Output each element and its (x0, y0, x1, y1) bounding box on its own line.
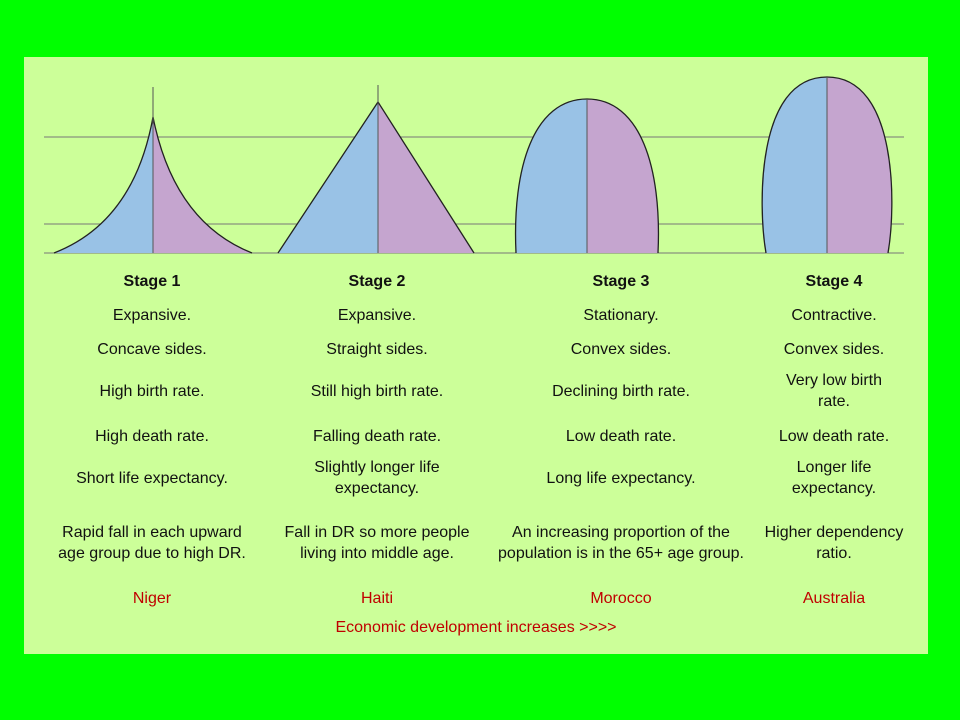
stage-1-type: Expansive. (112, 306, 192, 324)
stage-2-title: Stage 2 (348, 272, 406, 290)
stage-4-column: Stage 4 Contractive. Convex sides. Very … (754, 57, 914, 617)
stage-4-description: Higher dependency ratio. (764, 524, 904, 562)
stage-2-birth-rate: Still high birth rate. (310, 382, 444, 400)
stage-2-pyramid-shape (277, 85, 475, 254)
stage-3-sides: Convex sides. (570, 340, 672, 358)
stage-1-pyramid-shape (53, 87, 253, 254)
stage-2-death-rate: Falling death rate. (312, 427, 442, 445)
stage-4-title: Stage 4 (805, 272, 863, 290)
economic-development-note: Economic development increases >>>> (335, 619, 617, 636)
stage-3-pyramid-shape (514, 98, 660, 254)
stage-4-pyramid-shape (761, 76, 893, 254)
stage-4-male-half (762, 77, 827, 253)
stage-4-birth-rate: Very low birth rate. (785, 372, 883, 410)
population-pyramid-panel: Stage 1 Expansive. Concave sides. High b… (24, 57, 928, 654)
stage-1-death-rate: High death rate. (95, 427, 209, 445)
stage-1-sides: Concave sides. (97, 340, 207, 358)
stage-1-title: Stage 1 (123, 272, 181, 290)
stage-2-description: Fall in DR so more people living into mi… (284, 524, 470, 562)
stage-2-country: Haiti (360, 589, 393, 607)
stage-3-country: Morocco (590, 589, 652, 607)
stage-2-sides: Straight sides. (326, 340, 428, 358)
stage-3-death-rate: Low death rate. (565, 427, 677, 445)
stage-4-life-expectancy: Longer life expectancy. (791, 459, 877, 497)
stage-4-type: Contractive. (791, 306, 877, 324)
stage-3-description: An increasing proportion of the populati… (498, 524, 744, 562)
pyramid-shapes-diagram (44, 76, 904, 254)
stage-4-death-rate: Low death rate. (778, 427, 890, 445)
stage-3-life-expectancy: Long life expectancy. (546, 469, 696, 487)
stage-1-description: Rapid fall in each upward age group due … (58, 524, 246, 562)
stage-3-column: Stage 3 Stationary. Convex sides. Declin… (496, 57, 746, 617)
stage-3-type: Stationary. (583, 306, 659, 324)
stage-1-birth-rate: High birth rate. (99, 382, 205, 400)
stage-4-country: Australia (802, 589, 866, 607)
stage-2-life-expectancy: Slightly longer life expectancy. (314, 459, 440, 497)
stage-1-female-half (153, 117, 252, 253)
stage-2-type: Expansive. (337, 306, 417, 324)
stage-1-column: Stage 1 Expansive. Concave sides. High b… (54, 57, 250, 617)
stage-1-male-half (54, 117, 153, 253)
stage-3-title: Stage 3 (592, 272, 650, 290)
stage-3-birth-rate: Declining birth rate. (552, 382, 690, 400)
stage-4-sides: Convex sides. (783, 340, 885, 358)
stage-1-country: Niger (132, 589, 172, 607)
stage-2-column: Stage 2 Expansive. Straight sides. Still… (274, 57, 480, 617)
stage-4-female-half (827, 77, 892, 253)
stage-1-life-expectancy: Short life expectancy. (76, 469, 228, 487)
